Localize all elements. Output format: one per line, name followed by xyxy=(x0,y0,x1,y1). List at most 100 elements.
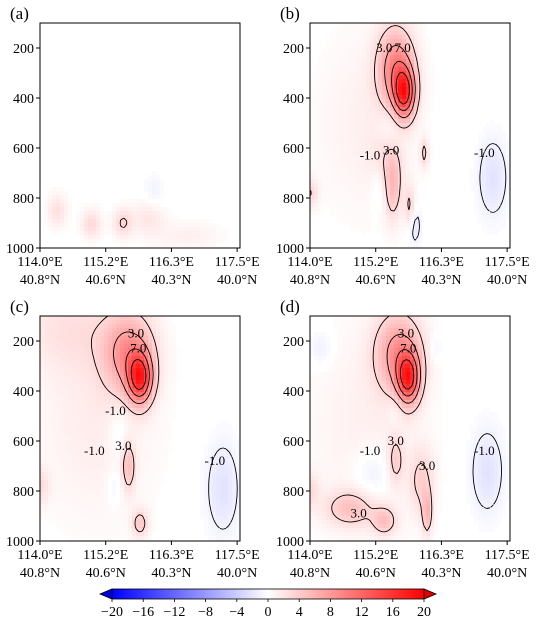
contours xyxy=(119,217,128,228)
contour-label: 3.0 xyxy=(388,433,404,448)
colorbar-tick-label: 0 xyxy=(265,605,272,620)
x-tick-label-lat: 40.8°N xyxy=(290,273,330,288)
x-tick-label-lon: 117.5°E xyxy=(485,548,530,563)
contour-label: 3.0 xyxy=(128,326,144,341)
contour-3 xyxy=(119,217,128,228)
plot-frame xyxy=(39,22,241,249)
x-tick-label-lon: 116.3°E xyxy=(419,255,464,270)
panel-label: (d) xyxy=(280,297,300,316)
contour-label: -1.0 xyxy=(84,443,105,458)
contour--1 xyxy=(412,143,507,241)
x-tick-label-lon: 114.0°E xyxy=(287,548,332,563)
x-tick-label-lat: 40.3°N xyxy=(151,566,191,581)
x-tick-label-lat: 40.6°N xyxy=(356,566,396,581)
x-tick-label-lat: 40.0°N xyxy=(217,566,257,581)
x-tick-label-lat: 40.6°N xyxy=(86,566,126,581)
panel-d: 3.07.0-1.03.03.03.0-1.020040060080010001… xyxy=(276,297,530,581)
x-tick-label-lon: 114.0°E xyxy=(17,548,62,563)
field xyxy=(310,23,510,248)
x-tick-label-lat: 40.6°N xyxy=(86,273,126,288)
contour-11 xyxy=(391,60,413,112)
colorbar-tick-label: 16 xyxy=(386,605,400,620)
contour-11 xyxy=(125,348,150,397)
colorbar-tick-label: 4 xyxy=(296,605,303,620)
colorbar: −20 −16 −12 −8 −4 0 4 8 12 16 20 xyxy=(98,588,438,620)
x-tick-label-lat: 40.6°N xyxy=(356,273,396,288)
y-tick-label: 1000 xyxy=(6,242,34,257)
plot-frame xyxy=(39,315,241,542)
contour-7 xyxy=(113,331,154,405)
colorbar-tick-label: 8 xyxy=(327,605,334,620)
y-tick-label: 400 xyxy=(13,385,34,400)
x-tick-label-lon: 114.0°E xyxy=(287,255,332,270)
contour-11 xyxy=(395,349,418,397)
x-tick-label-lon: 115.2°E xyxy=(353,255,398,270)
y-tick-label: 600 xyxy=(283,142,304,157)
contour-15 xyxy=(395,72,410,105)
y-tick-label: 600 xyxy=(283,435,304,450)
contour-label: 3.0 xyxy=(419,458,435,473)
y-tick-label: 400 xyxy=(283,92,304,107)
x-tick-label-lon: 114.0°E xyxy=(17,255,62,270)
contour-7 xyxy=(386,333,421,404)
field xyxy=(40,316,240,541)
x-tick-label-lon: 117.5°E xyxy=(215,548,260,563)
contours xyxy=(331,316,502,533)
colorbar-tick-label: 12 xyxy=(355,605,369,620)
plot-frame xyxy=(309,315,511,542)
colorbar-min-extend xyxy=(98,588,113,600)
y-tick-label: 400 xyxy=(283,385,304,400)
y-tick-label: 200 xyxy=(283,42,304,57)
x-tick-label-lon: 115.2°E xyxy=(83,548,128,563)
colorbar-tick-label: −4 xyxy=(229,605,244,620)
plot-frame xyxy=(309,22,511,249)
contour-15 xyxy=(399,359,415,390)
x-tick-label-lon: 117.5°E xyxy=(215,255,260,270)
x-tick-label-lat: 40.8°N xyxy=(20,566,60,581)
x-tick-label-lon: 116.3°E xyxy=(149,548,194,563)
x-tick-label-lat: 40.0°N xyxy=(217,273,257,288)
contour-label: -1.0 xyxy=(105,403,126,418)
y-tick-label: 1000 xyxy=(276,535,304,550)
x-tick-label-lon: 115.2°E xyxy=(83,255,128,270)
y-tick-label: 600 xyxy=(13,435,34,450)
y-tick-label: 200 xyxy=(13,335,34,350)
x-tick-label-lon: 115.2°E xyxy=(353,548,398,563)
contour-label: 3.0 xyxy=(383,143,399,158)
contour-label: -1.0 xyxy=(474,145,495,160)
panel-label: (c) xyxy=(10,297,29,316)
x-tick-label-lat: 40.8°N xyxy=(290,566,330,581)
panel-c: 3.07.0-1.0-1.0 3.0-1.02004006008001000114… xyxy=(6,297,260,581)
x-tick-label-lon: 116.3°E xyxy=(149,255,194,270)
contour-label: 7.0 xyxy=(400,341,416,356)
contour-label: -1.0 xyxy=(474,443,495,458)
contour-3 xyxy=(310,25,427,212)
y-tick-label: 800 xyxy=(13,485,34,500)
y-tick-label: 600 xyxy=(13,142,34,157)
field xyxy=(44,171,229,248)
y-tick-label: 800 xyxy=(283,485,304,500)
y-tick-label: 1000 xyxy=(276,242,304,257)
y-tick-label: 800 xyxy=(283,192,304,207)
x-tick-label-lat: 40.0°N xyxy=(487,273,527,288)
x-tick-label-lat: 40.0°N xyxy=(487,566,527,581)
contour-7 xyxy=(384,45,416,119)
contour-label: 3.0 xyxy=(398,326,414,341)
contours xyxy=(90,316,238,533)
contour-label: 3.0 xyxy=(350,506,366,521)
y-tick-label: 800 xyxy=(13,192,34,207)
contour-15 xyxy=(130,359,147,391)
x-tick-label-lat: 40.3°N xyxy=(421,273,461,288)
contour-3 xyxy=(331,316,433,533)
panel-b: 3.0 7.0-1.0 3.0 -1.02004006008001000114.0°E… xyxy=(276,4,530,288)
x-tick-label-lon: 116.3°E xyxy=(419,548,464,563)
colorbar-tick-label: −20 xyxy=(101,605,123,620)
x-tick-label-lat: 40.3°N xyxy=(151,273,191,288)
colorbar-tick-label: −16 xyxy=(132,605,154,620)
y-tick-label: 200 xyxy=(283,335,304,350)
contour--1 xyxy=(208,447,238,530)
x-tick-label-lat: 40.8°N xyxy=(20,273,60,288)
contour-label: -1.0 xyxy=(360,443,381,458)
colorbar-bar xyxy=(111,588,425,600)
